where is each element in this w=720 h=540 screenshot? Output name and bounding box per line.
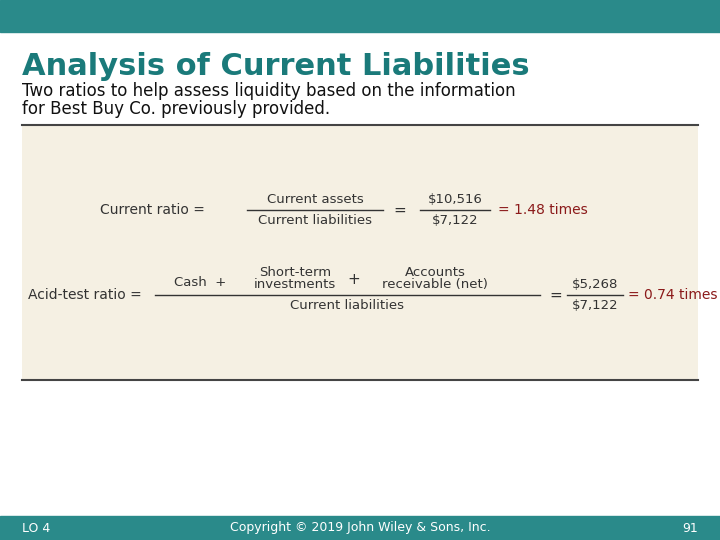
Text: $10,516: $10,516 xyxy=(428,193,482,206)
Text: receivable (net): receivable (net) xyxy=(382,278,488,291)
Bar xyxy=(0,516,720,540)
Text: LO 4: LO 4 xyxy=(22,522,50,535)
Text: 91: 91 xyxy=(683,522,698,535)
Text: Short-term: Short-term xyxy=(259,266,331,279)
Bar xyxy=(0,0,720,32)
Text: =: = xyxy=(549,287,562,302)
Text: $5,268: $5,268 xyxy=(572,278,618,291)
Text: Copyright © 2019 John Wiley & Sons, Inc.: Copyright © 2019 John Wiley & Sons, Inc. xyxy=(230,522,490,535)
Text: +: + xyxy=(348,272,361,287)
Bar xyxy=(22,125,698,380)
Text: Current liabilities: Current liabilities xyxy=(258,214,372,227)
Text: for Best Buy Co. previously provided.: for Best Buy Co. previously provided. xyxy=(22,100,330,118)
Text: Accounts: Accounts xyxy=(405,266,465,279)
Text: =: = xyxy=(394,202,406,218)
Text: Current ratio =: Current ratio = xyxy=(100,203,205,217)
Text: = 1.48 times: = 1.48 times xyxy=(498,203,588,217)
Text: Current assets: Current assets xyxy=(266,193,364,206)
Text: investments: investments xyxy=(254,278,336,291)
Text: Cash  +: Cash + xyxy=(174,276,226,289)
Text: $7,122: $7,122 xyxy=(432,214,478,227)
Text: = 0.74 times: = 0.74 times xyxy=(628,288,718,302)
Text: Acid-test ratio =: Acid-test ratio = xyxy=(28,288,142,302)
Text: Analysis of Current Liabilities: Analysis of Current Liabilities xyxy=(22,52,530,81)
Text: $7,122: $7,122 xyxy=(572,299,618,312)
Text: Two ratios to help assess liquidity based on the information: Two ratios to help assess liquidity base… xyxy=(22,82,516,100)
Text: Current liabilities: Current liabilities xyxy=(290,299,405,312)
